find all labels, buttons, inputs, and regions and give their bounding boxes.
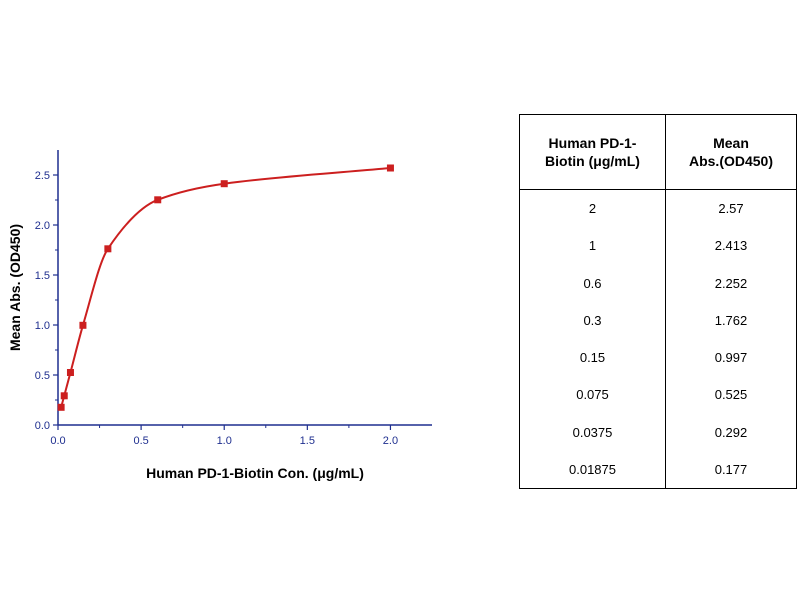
- concentration-cell: 0.075: [519, 376, 666, 414]
- concentration-cell: 2: [519, 189, 666, 228]
- absorbance-cell: 0.177: [665, 450, 797, 489]
- concentration-cell: 0.01875: [519, 450, 666, 489]
- concentration-cell: 1: [519, 227, 666, 265]
- chart: 0.0 0.5 1.0 1.5 2.0 0.0 0.5 1.0 1.5 2.0 2.5 Human …: [7, 150, 432, 481]
- x-tick-label: 2.0: [383, 435, 398, 447]
- absorbance-cell: 1.762: [665, 301, 797, 339]
- absorbance-cell: 0.525: [665, 376, 797, 414]
- data-point: [79, 321, 87, 329]
- column-header-concentration: Human PD-1- Biotin (μg/mL): [519, 114, 666, 190]
- table-row: 0.0375 0.292: [519, 413, 797, 451]
- table-row: 2 2.57: [519, 189, 797, 228]
- absorbance-cell: 2.413: [665, 227, 797, 265]
- y-axis-title: Mean Abs. (OD450): [7, 224, 23, 351]
- column-header-absorbance: Mean Abs.(OD450): [665, 114, 797, 190]
- data-point: [220, 180, 228, 188]
- absorbance-cell: 2.57: [665, 189, 797, 228]
- data-point: [57, 403, 65, 411]
- table-row: 0.15 0.997: [519, 338, 797, 377]
- data-point: [154, 196, 162, 204]
- x-tick-label: 0.5: [133, 435, 148, 447]
- y-tick-label: 0.5: [35, 370, 50, 382]
- table-row: 0.6 2.252: [519, 264, 797, 302]
- data-table: Human PD-1- Biotin (μg/mL) Mean Abs.(OD450…: [519, 114, 797, 489]
- table-row: 1 2.413: [519, 227, 797, 265]
- data-point: [66, 369, 74, 376]
- concentration-cell: 0.15: [519, 338, 666, 377]
- table-body: 2 2.57 1 2.413 0.6 2.252 0.3 1.762 0.15 0.997 0.07…: [519, 189, 797, 489]
- absorbance-cell: 0.997: [665, 338, 797, 377]
- chart-svg: 0.0 0.5 1.0 1.5 2.0 0.0 0.5 1.0 1.5 2.0 2.5 Human …: [7, 150, 432, 481]
- table-row: 0.3 1.762: [519, 301, 797, 339]
- table-row: 0.01875 0.177: [519, 450, 797, 489]
- table-row: 0.075 0.525: [519, 376, 797, 414]
- fit-curve-layer: [60, 167, 391, 408]
- y-tick-label: 2.0: [35, 220, 50, 232]
- absorbance-cell: 0.292: [665, 413, 797, 451]
- data-point: [60, 392, 68, 400]
- y-tick-label: 0.0: [35, 420, 50, 432]
- y-tick-label: 1.0: [35, 320, 50, 332]
- concentration-cell: 0.3: [519, 301, 666, 339]
- concentration-cell: 0.0375: [519, 413, 666, 451]
- y-tick-label: 2.5: [35, 170, 50, 182]
- x-tick-label: 1.5: [300, 435, 315, 447]
- axes: [53, 150, 432, 430]
- absorbance-cell: 2.252: [665, 264, 797, 302]
- x-tick-label: 0.0: [50, 435, 65, 447]
- data-point: [386, 164, 394, 172]
- data-point: [104, 245, 112, 253]
- x-tick-label: 1.0: [217, 435, 232, 447]
- y-tick-label: 1.5: [35, 270, 50, 282]
- fit-curve: [60, 167, 391, 408]
- data-points: [57, 164, 394, 411]
- x-axis-title: Human PD-1-Biotin Con. (μg/mL): [146, 465, 364, 481]
- tick-labels: 0.0 0.5 1.0 1.5 2.0 0.0 0.5 1.0 1.5 2.0 2.5: [35, 170, 398, 447]
- concentration-cell: 0.6: [519, 264, 666, 302]
- table-header-row: Human PD-1- Biotin (μg/mL) Mean Abs.(OD450…: [519, 114, 797, 190]
